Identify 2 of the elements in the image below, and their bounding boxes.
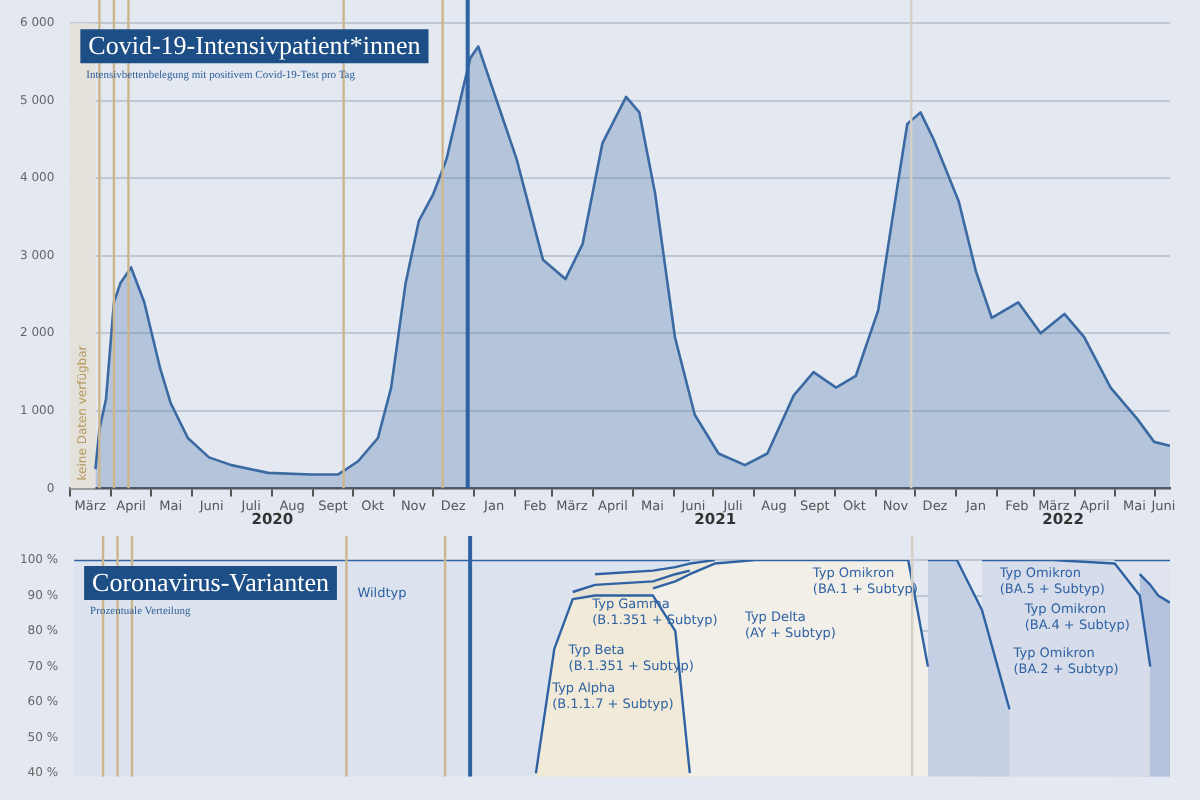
chart-title: Covid-19-Intensivpatient*innen bbox=[88, 30, 422, 61]
chart-title: Coronavirus-Varianten bbox=[92, 566, 330, 597]
